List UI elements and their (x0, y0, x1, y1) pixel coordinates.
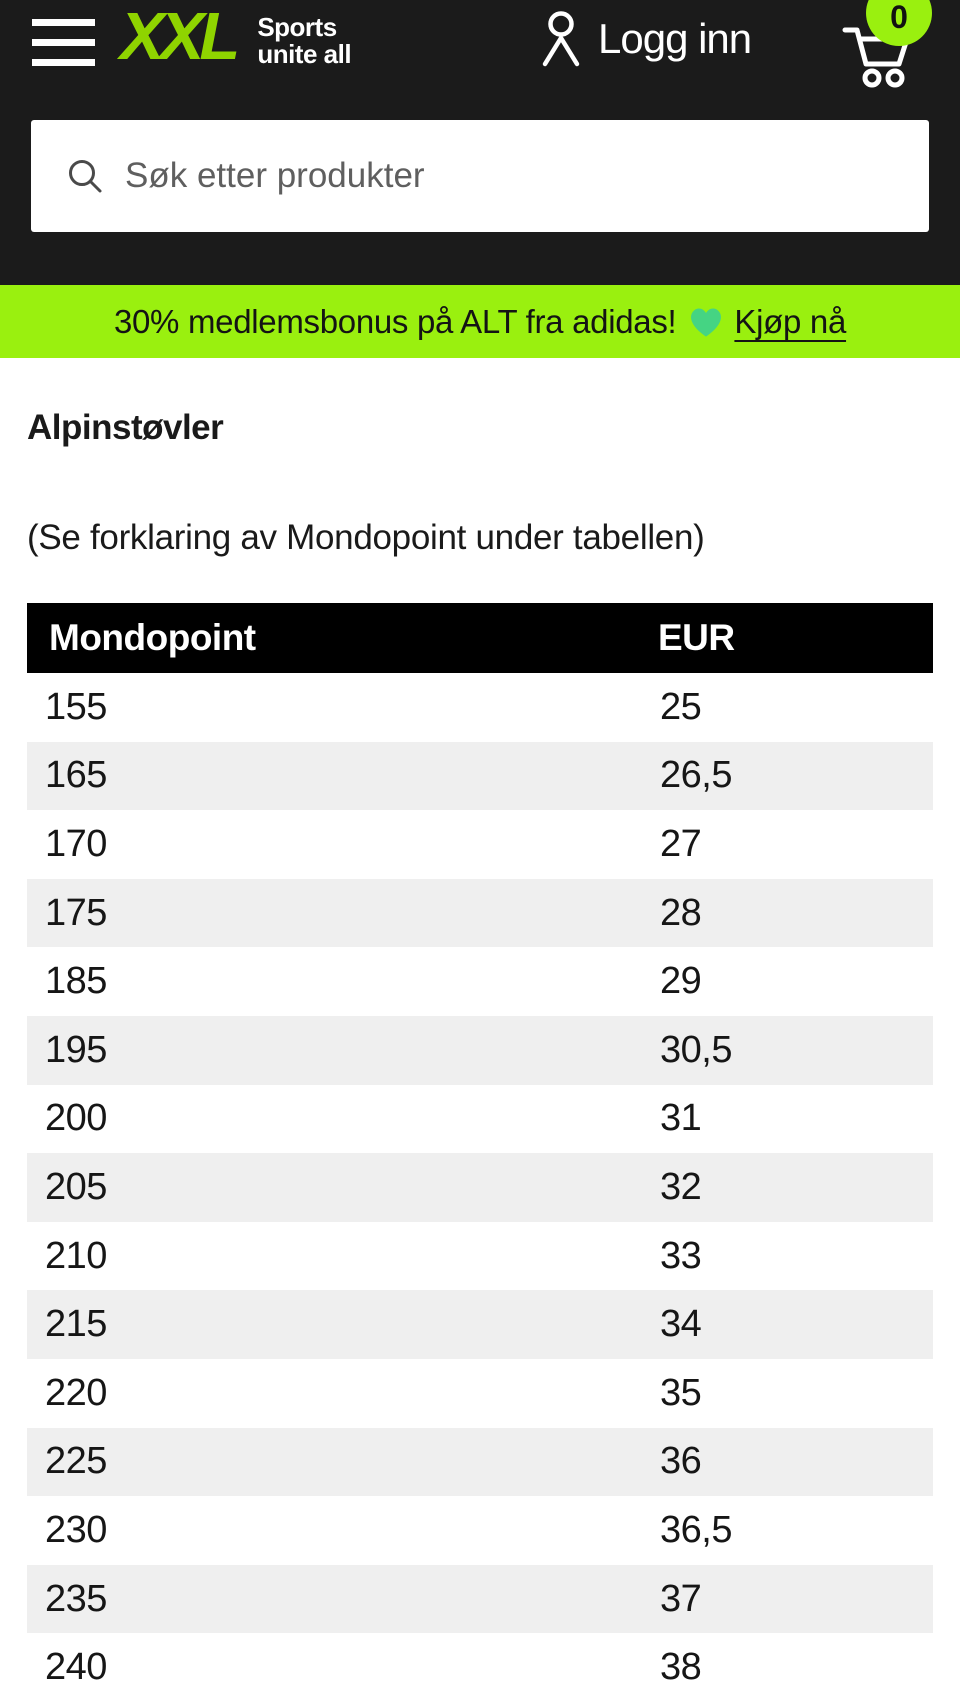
logo-tagline: Sports unite all (257, 12, 352, 69)
table-row: 225 36 (27, 1427, 933, 1497)
logo[interactable]: XXL Sports unite all (120, 0, 352, 74)
cell-eur: 31 (660, 1097, 702, 1140)
cell-eur: 34 (660, 1303, 702, 1346)
cell-eur: 38 (660, 1646, 702, 1689)
search-input[interactable] (123, 155, 929, 197)
cell-mondopoint: 225 (45, 1440, 107, 1483)
cell-eur: 32 (660, 1165, 702, 1208)
cell-eur: 30,5 (660, 1028, 732, 1071)
logo-xxl-text: XXL (120, 0, 240, 74)
cell-mondopoint: 175 (45, 891, 107, 934)
size-table-header: Mondopoint EUR (27, 603, 933, 673)
search-icon (69, 160, 102, 193)
table-row: 205 32 (27, 1153, 933, 1222)
cell-mondopoint: 220 (45, 1371, 107, 1414)
cell-eur: 26,5 (660, 754, 732, 797)
page-title: Alpinstøvler (27, 408, 224, 447)
cell-mondopoint: 185 (45, 960, 107, 1003)
table-row: 215 34 (27, 1290, 933, 1359)
column-header-eur: EUR (658, 617, 735, 658)
size-table-body: 155 25 165 26,5 170 27 175 28 185 29 195… (27, 673, 933, 1701)
cell-mondopoint: 200 (45, 1097, 107, 1140)
table-row: 210 33 (27, 1222, 933, 1291)
table-row: 220 35 (27, 1359, 933, 1428)
cell-mondopoint: 215 (45, 1303, 107, 1346)
cell-mondopoint: 240 (45, 1646, 107, 1689)
hamburger-icon (32, 19, 95, 26)
page-subtitle: (Se forklaring av Mondopoint under tabel… (27, 518, 705, 557)
table-row: 155 25 (27, 673, 933, 742)
cell-mondopoint: 205 (45, 1165, 107, 1208)
cell-eur: 35 (660, 1371, 702, 1414)
cell-eur: 28 (660, 891, 702, 934)
cell-eur: 27 (660, 822, 702, 865)
table-row: 200 31 (27, 1085, 933, 1154)
table-row: 165 26,5 (27, 741, 933, 811)
size-table: Mondopoint EUR 155 25 165 26,5 170 27 17… (27, 603, 933, 1701)
menu-button[interactable] (32, 19, 95, 67)
cell-mondopoint: 230 (45, 1508, 107, 1551)
table-row: 235 37 (27, 1564, 933, 1634)
main-content: Alpinstøvler (Se forklaring av Mondopoin… (0, 358, 960, 1701)
cell-mondopoint: 170 (45, 822, 107, 865)
cell-eur: 37 (660, 1577, 702, 1620)
search-bar[interactable] (31, 120, 929, 232)
promo-link[interactable]: Kjøp nå (734, 302, 847, 340)
cart-button[interactable]: 0 (838, 0, 938, 90)
table-row: 170 27 (27, 810, 933, 879)
cell-eur: 36 (660, 1440, 702, 1483)
table-row: 240 38 (27, 1633, 933, 1701)
cell-eur: 29 (660, 960, 702, 1003)
promo-banner[interactable]: 30% medlemsbonus på ALT fra adidas! Kjøp… (0, 285, 960, 358)
header: XXL Sports unite all Logg inn 0 (0, 0, 960, 285)
cell-eur: 36,5 (660, 1508, 732, 1551)
green-heart-icon (688, 305, 724, 339)
cell-mondopoint: 155 (45, 685, 107, 728)
cell-mondopoint: 165 (45, 754, 107, 797)
cell-eur: 33 (660, 1234, 702, 1277)
user-icon (542, 11, 580, 67)
login-label: Logg inn (598, 15, 752, 62)
cell-mondopoint: 195 (45, 1028, 107, 1071)
table-row: 185 29 (27, 947, 933, 1016)
cell-mondopoint: 235 (45, 1577, 107, 1620)
table-row: 175 28 (27, 878, 933, 948)
table-row: 230 36,5 (27, 1496, 933, 1565)
login-button[interactable]: Logg inn (538, 10, 752, 68)
table-row: 195 30,5 (27, 1015, 933, 1085)
column-header-mondopoint: Mondopoint (49, 617, 256, 658)
cell-eur: 25 (660, 685, 702, 728)
promo-text: 30% medlemsbonus på ALT fra adidas! (113, 302, 677, 340)
cell-mondopoint: 210 (45, 1234, 107, 1277)
